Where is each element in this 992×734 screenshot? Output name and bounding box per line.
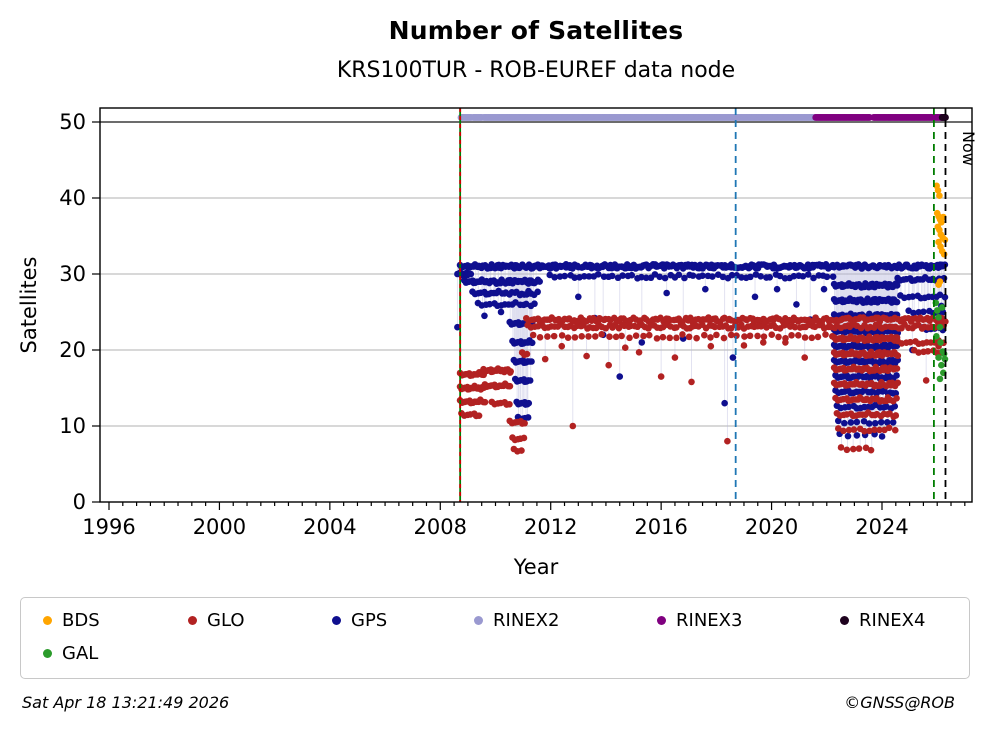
y-tick-label: 20	[59, 338, 86, 362]
legend-marker-rinex4	[840, 616, 849, 625]
series-gal	[932, 299, 949, 383]
x-tick-label: 2012	[524, 515, 577, 539]
y-axis: 0 10 20 30 40 50 Satellites	[17, 110, 100, 514]
legend-marker-gps	[332, 616, 341, 625]
legend-label: BDS	[62, 610, 100, 631]
legend-item-rinex3: RINEX3	[657, 610, 840, 631]
legend-label: GAL	[62, 643, 99, 664]
legend-item-gal: GAL	[43, 643, 188, 664]
series-rinex2	[457, 114, 818, 121]
legend-item-bds: BDS	[43, 610, 188, 631]
legend-item-rinex4: RINEX4	[840, 610, 969, 631]
x-tick-label: 2004	[303, 515, 356, 539]
event-lines	[459, 108, 947, 502]
now-label: Now	[959, 131, 978, 166]
y-axis-label: Satellites	[17, 257, 41, 354]
x-tick-label: 2016	[634, 515, 687, 539]
x-axis-label: Year	[513, 555, 559, 579]
x-tick-label: 1996	[82, 515, 135, 539]
y-tick-label: 10	[59, 414, 86, 438]
legend-label: GLO	[207, 610, 245, 631]
legend-marker-glo	[188, 616, 197, 625]
y-tick-label: 50	[59, 110, 86, 134]
series-glo	[456, 314, 949, 455]
plot-timestamp: Sat Apr 18 13:21:49 2026	[22, 693, 230, 712]
copyright-credit: ©GNSS@ROB	[844, 693, 955, 712]
legend-item-glo: GLO	[188, 610, 332, 631]
legend-label: GPS	[351, 610, 388, 631]
legend-item-rinex2: RINEX2	[474, 610, 657, 631]
series-rinex3	[812, 114, 949, 121]
page-subtitle: KRS100TUR - ROB-EUREF data node	[336, 58, 736, 83]
legend-marker-gal	[43, 649, 52, 658]
page-title: Number of Satellites	[388, 16, 684, 45]
legend-marker-rinex3	[657, 616, 666, 625]
x-tick-label: 2024	[855, 515, 908, 539]
series-rinex4	[938, 114, 949, 121]
plot-frame	[99, 107, 973, 503]
legend-marker-rinex2	[474, 616, 483, 625]
legend-label: RINEX4	[859, 610, 926, 631]
x-tick-label: 2008	[414, 515, 467, 539]
legend-marker-bds	[43, 616, 52, 625]
x-axis: 1996 2000 2004 2008 2012 2016 2020 2024 Year	[82, 502, 966, 579]
legend-label: RINEX2	[493, 610, 560, 631]
x-tick-label: 2000	[193, 515, 246, 539]
y-tick-label: 40	[59, 186, 86, 210]
legend-label: RINEX3	[676, 610, 743, 631]
y-tick-label: 0	[73, 490, 86, 514]
legend: BDS GLO GPS RINEX2 RINEX3 RINEX4 GAL	[20, 597, 970, 679]
plot-data	[454, 108, 949, 502]
x-tick-label: 2020	[745, 515, 798, 539]
legend-item-gps: GPS	[332, 610, 474, 631]
y-tick-label: 30	[59, 262, 86, 286]
